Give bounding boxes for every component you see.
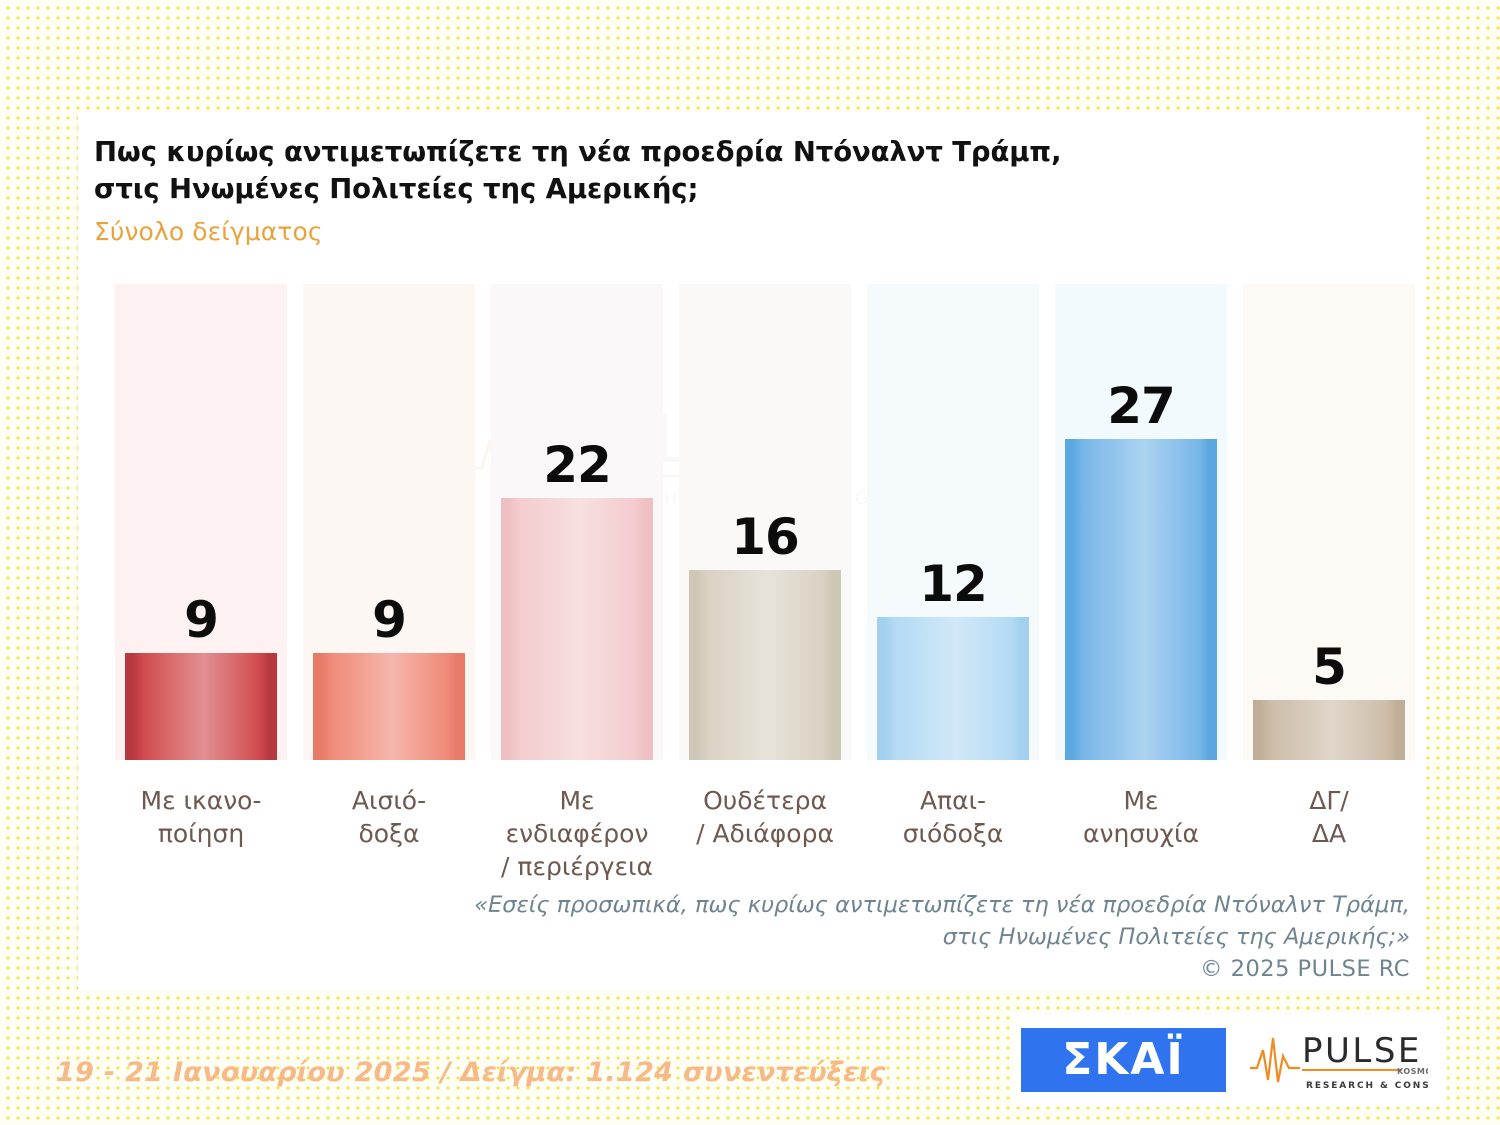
svg-text:KOSMOS: KOSMOS bbox=[1397, 1067, 1428, 1076]
bar-with-value: 16 bbox=[679, 512, 851, 760]
bar[interactable] bbox=[1065, 439, 1217, 760]
title-line-2: στις Ηνωμένες Πολιτείες της Αμερικής; bbox=[94, 173, 699, 206]
bar-value-label: 22 bbox=[543, 436, 612, 494]
bar-with-value: 12 bbox=[867, 559, 1039, 760]
bar-column[interactable]: 9 bbox=[303, 284, 475, 760]
title-line-1: Πως κυρίως αντιμετωπίζετε τη νέα προεδρί… bbox=[94, 136, 1062, 168]
category-label-line: Με ενδιαφέρον bbox=[505, 786, 649, 848]
bar-value-label: 16 bbox=[731, 508, 800, 566]
footnote-quote-line-1: «Εσείς προσωπικά, πως κυρίως αντιμετωπίζ… bbox=[474, 892, 1410, 918]
bar-value-label: 9 bbox=[184, 591, 219, 649]
bar-column[interactable]: 22 bbox=[491, 284, 663, 760]
svg-text:RESEARCH & CONSULTING: RESEARCH & CONSULTING bbox=[1306, 1081, 1428, 1091]
bar-column[interactable]: 16 bbox=[679, 284, 851, 760]
logo-bar: ΣΚΑΪ PULSE KOSMOS RESEARCH & CONSULTING bbox=[1015, 1012, 1476, 1107]
bar-with-value: 22 bbox=[491, 440, 663, 760]
bar-column[interactable]: 9 bbox=[115, 284, 287, 760]
category-label-line: σιόδοξα bbox=[902, 819, 1004, 848]
bar-chart-plot: 9 9 22 16 12 27 5 bbox=[115, 284, 1415, 760]
bar[interactable] bbox=[501, 498, 653, 760]
category-label: Με ενδιαφέρον / περιέργεια bbox=[491, 784, 663, 883]
category-label-line: ΔΑ bbox=[1311, 819, 1347, 848]
bar-with-value: 27 bbox=[1055, 381, 1227, 760]
category-label: Ουδέτερα / Αδιάφορα bbox=[679, 784, 851, 883]
bar[interactable] bbox=[313, 653, 465, 760]
bar-column[interactable]: 27 bbox=[1055, 284, 1227, 760]
bar-value-label: 27 bbox=[1107, 377, 1176, 435]
footnote-quote-line-2: στις Ηνωμένες Πολιτείες της Αμερικής;» bbox=[942, 923, 1410, 950]
bar[interactable] bbox=[1253, 700, 1405, 760]
category-label-line: / Αδιάφορα bbox=[696, 819, 834, 848]
bar-value-label: 12 bbox=[919, 555, 988, 613]
bar-with-value: 9 bbox=[303, 595, 475, 760]
bar[interactable] bbox=[877, 617, 1029, 760]
bar-column[interactable]: 12 bbox=[867, 284, 1039, 760]
bar-with-value: 5 bbox=[1243, 642, 1415, 760]
category-label-line: Ουδέτερα bbox=[703, 786, 827, 815]
category-label-line: Με ικανο- bbox=[140, 786, 262, 815]
category-label-line: δοξα bbox=[358, 819, 420, 848]
category-label: Με ικανο-ποίηση bbox=[115, 784, 287, 883]
pulse-logo: PULSE KOSMOS RESEARCH & CONSULTING bbox=[1248, 1024, 1476, 1096]
bar-column[interactable]: 5 bbox=[1243, 284, 1415, 760]
chart-subtitle: Σύνολο δείγματος bbox=[94, 217, 323, 246]
chart-card: Πως κυρίως αντιμετωπίζετε τη νέα προεδρί… bbox=[78, 112, 1426, 990]
category-label: Απαι-σιόδοξα bbox=[867, 784, 1039, 883]
date-and-sample-info: 19 - 21 Ιανουαρίου 2025 / Δείγμα: 1.124 … bbox=[56, 1057, 886, 1088]
footnote: «Εσείς προσωπικά, πως κυρίως αντιμετωπίζ… bbox=[410, 890, 1410, 986]
copyright-text: © 2025 PULSE RC bbox=[1199, 955, 1410, 982]
bar-value-label: 9 bbox=[372, 591, 407, 649]
category-labels: Με ικανο-ποίηση Αισιό-δοξα Με ενδιαφέρον / … bbox=[115, 784, 1415, 883]
category-label-line: Με bbox=[1123, 786, 1159, 815]
bar[interactable] bbox=[689, 570, 841, 760]
skai-logo: ΣΚΑΪ bbox=[1021, 1027, 1226, 1092]
category-label-line: / περιέργεια bbox=[501, 852, 653, 881]
category-label-line: Απαι- bbox=[919, 786, 987, 815]
page-title: Πως κυρίως αντιμετωπίζετε τη νέα προεδρί… bbox=[94, 134, 1294, 209]
category-label-line: ΔΓ/ bbox=[1309, 786, 1349, 815]
category-label: ΔΓ/ΔΑ bbox=[1243, 784, 1415, 883]
category-label-line: Αισιό- bbox=[351, 786, 427, 815]
category-label: Με ανησυχία bbox=[1055, 784, 1227, 883]
bar-columns: 9 9 22 16 12 27 5 bbox=[115, 284, 1415, 760]
category-label-line: ποίηση bbox=[157, 819, 245, 848]
bar-value-label: 5 bbox=[1312, 638, 1347, 696]
bar[interactable] bbox=[125, 653, 277, 760]
svg-text:PULSE: PULSE bbox=[1302, 1031, 1422, 1071]
bar-track bbox=[1243, 284, 1415, 760]
category-label: Αισιό-δοξα bbox=[303, 784, 475, 883]
category-label-line: ανησυχία bbox=[1083, 819, 1199, 848]
bar-with-value: 9 bbox=[115, 595, 287, 760]
